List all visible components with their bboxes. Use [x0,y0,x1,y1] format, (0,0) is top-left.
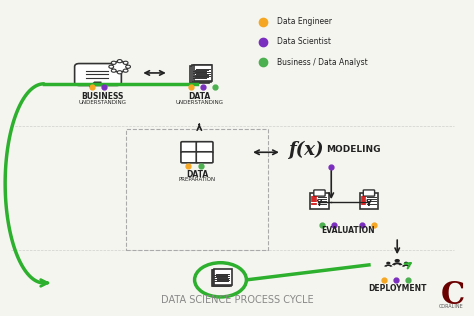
Text: DATA: DATA [186,170,208,179]
Text: PREPARATION: PREPARATION [178,177,216,181]
FancyBboxPatch shape [363,190,374,196]
Circle shape [123,61,128,64]
Wedge shape [402,264,410,267]
Wedge shape [392,262,402,265]
Circle shape [111,69,116,72]
FancyBboxPatch shape [310,193,329,209]
Circle shape [394,259,400,263]
FancyBboxPatch shape [359,193,378,209]
FancyBboxPatch shape [194,64,212,82]
FancyBboxPatch shape [190,66,209,83]
Polygon shape [90,82,101,87]
Circle shape [117,71,122,74]
Text: DATA: DATA [188,92,210,100]
FancyBboxPatch shape [196,142,213,153]
Circle shape [117,60,122,63]
FancyBboxPatch shape [181,142,198,153]
Text: f(x): f(x) [288,141,323,159]
FancyBboxPatch shape [214,269,232,285]
Circle shape [123,69,128,72]
Circle shape [386,262,391,264]
Text: Data Engineer: Data Engineer [277,17,332,26]
FancyBboxPatch shape [213,270,231,286]
FancyBboxPatch shape [74,64,121,85]
Circle shape [195,263,246,297]
FancyBboxPatch shape [211,270,229,286]
FancyBboxPatch shape [196,152,213,163]
Text: BUSINESS: BUSINESS [82,92,124,100]
Text: CORALINE: CORALINE [439,304,464,309]
Text: DATA SCIENCE PROCESS CYCLE: DATA SCIENCE PROCESS CYCLE [161,295,313,305]
Circle shape [111,61,116,64]
Text: C: C [441,280,465,311]
FancyBboxPatch shape [314,190,325,196]
Circle shape [126,65,130,68]
Text: MODELING: MODELING [326,145,381,154]
Text: UNDERSTANDING: UNDERSTANDING [175,100,223,105]
Text: UNDERSTANDING: UNDERSTANDING [79,100,127,105]
Text: DEPLOYMENT: DEPLOYMENT [368,283,427,293]
Wedge shape [384,264,392,267]
Circle shape [404,262,408,264]
FancyBboxPatch shape [192,65,210,82]
Circle shape [109,65,114,68]
Circle shape [112,61,128,72]
Text: Data Scientist: Data Scientist [277,37,331,46]
Text: Business / Data Analyst: Business / Data Analyst [277,58,368,67]
FancyBboxPatch shape [181,152,198,163]
Text: EVALUATION: EVALUATION [321,226,374,235]
